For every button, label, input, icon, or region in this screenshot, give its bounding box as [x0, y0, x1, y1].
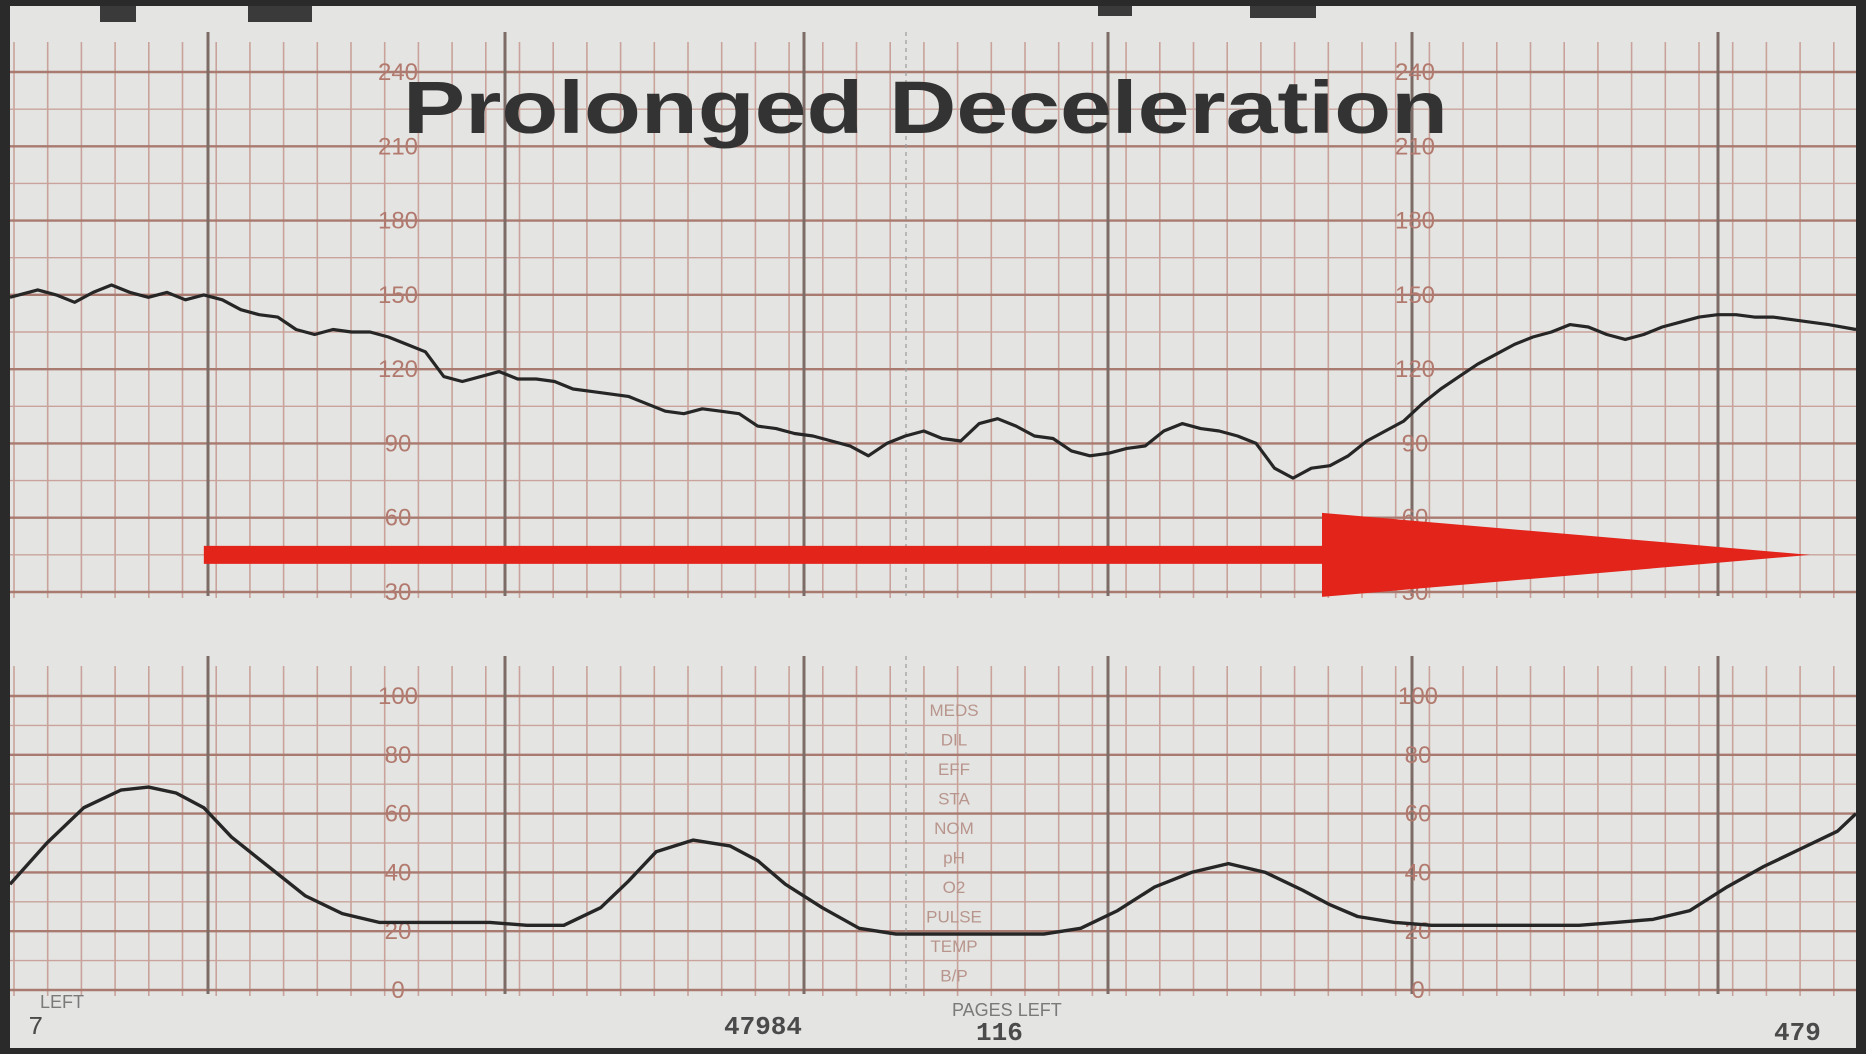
footer-pages-left-value: 116 [976, 1018, 1023, 1048]
uc-scale-label: 60 [1405, 801, 1432, 828]
fhr-scale-label: 210 [1395, 133, 1435, 160]
fhr-trace-line [9, 283, 1857, 480]
fhr-scale-label: 150 [378, 282, 418, 309]
uc-scale-label: 100 [1398, 683, 1438, 710]
fhr-scale-left: 240 210 180 150 120 90 60 30 [378, 59, 418, 606]
fhr-scale-label: 120 [378, 356, 418, 383]
uc-scale-label: 40 [385, 859, 412, 886]
fhr-scale-label: 240 [1395, 59, 1435, 86]
prolonged-arrow [203, 512, 1810, 597]
uc-grid [10, 656, 1856, 996]
fhr-scale-label: 60 [385, 505, 412, 532]
side-label: TEMP [930, 937, 977, 956]
side-label: NOM [934, 819, 974, 838]
footer-left-word: LEFT [40, 992, 84, 1012]
side-label: PULSE [926, 908, 982, 927]
fhr-scale-label: 210 [378, 133, 418, 160]
uc-scale-label: 40 [1405, 859, 1432, 886]
fhr-panel: 240 210 180 150 120 90 60 30 240 210 180 150 120 90 6… [9, 32, 1857, 606]
footer-left-code: 7 [28, 1012, 44, 1042]
fhr-scale-label: 180 [378, 208, 418, 235]
chart-title: Prolonged Deceleration [403, 66, 1448, 149]
fhr-scale-label: 90 [1402, 430, 1429, 457]
uc-trace-line [8, 785, 1858, 936]
fhr-scale-label: 180 [1395, 208, 1435, 235]
arrow-shaft [203, 545, 1331, 564]
footer: LEFT 7 47984 PAGES LEFT 116 479 [28, 992, 1821, 1048]
uc-scale-label: 100 [378, 683, 418, 710]
side-label: B/P [940, 967, 967, 986]
fhr-scale-label: 90 [385, 430, 412, 457]
side-label: O2 [943, 878, 966, 897]
footer-pages-left-label: PAGES LEFT [952, 1000, 1062, 1020]
uc-scale-label: 0 [391, 977, 404, 1004]
side-label: STA [938, 790, 970, 809]
footer-right-number: 479 [1774, 1018, 1821, 1048]
fhr-scale-label: 240 [378, 59, 418, 86]
side-labels: MEDS DIL EFF STA NOM pH O2 PULSE TEMP B/P [926, 701, 982, 986]
fhr-scale-label: 150 [1395, 282, 1435, 309]
uc-scale-label: 80 [1405, 742, 1432, 769]
side-label: MEDS [929, 701, 978, 720]
paper [10, 6, 1856, 1048]
fhr-scale-label: 120 [1395, 356, 1435, 383]
fhr-grid [10, 32, 1856, 598]
side-label: pH [943, 849, 965, 868]
side-label: DIL [941, 731, 967, 750]
arrow-head [1322, 512, 1810, 597]
uc-scale-label: 60 [385, 801, 412, 828]
footer-center-number: 47984 [724, 1012, 802, 1042]
side-label: EFF [938, 760, 970, 779]
uc-scale-label: 0 [1411, 977, 1424, 1004]
top-marks [100, 6, 1316, 22]
fhr-scale-label: 30 [385, 579, 412, 606]
uc-scale-label: 80 [385, 742, 412, 769]
